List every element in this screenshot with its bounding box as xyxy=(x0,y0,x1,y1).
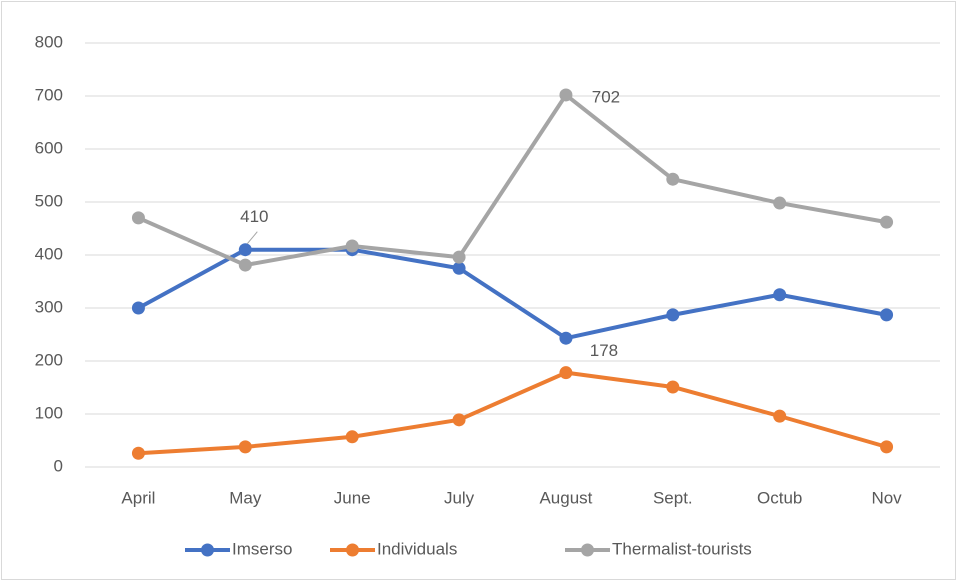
point-marker xyxy=(452,261,466,275)
point-marker xyxy=(345,430,359,444)
series-line xyxy=(136,247,889,341)
x-tick-label: June xyxy=(334,488,371,507)
data-label: 702 xyxy=(592,87,620,106)
y-tick-label: 700 xyxy=(35,85,63,104)
legend-label: Individuals xyxy=(377,539,457,558)
y-tick-label: 400 xyxy=(35,244,63,263)
x-tick-label: July xyxy=(444,488,475,507)
point-marker xyxy=(880,308,894,322)
legend-marker xyxy=(346,543,359,557)
point-marker xyxy=(559,88,573,102)
y-tick-label: 600 xyxy=(35,138,63,157)
point-marker xyxy=(131,446,145,460)
x-tick-label: April xyxy=(121,488,155,507)
series-line xyxy=(136,370,889,456)
point-marker xyxy=(559,366,573,380)
legend-marker xyxy=(581,543,594,557)
label-leader xyxy=(246,231,258,245)
series-line xyxy=(136,92,889,268)
point-marker xyxy=(345,239,359,253)
x-tick-label: Nov xyxy=(871,488,902,507)
data-label: 178 xyxy=(590,341,618,360)
x-tick-label: Octub xyxy=(757,488,802,507)
point-marker xyxy=(238,243,252,257)
y-tick-label: 300 xyxy=(35,297,63,316)
legend-label: Thermalist-tourists xyxy=(612,539,752,558)
point-marker xyxy=(666,380,680,394)
point-marker xyxy=(666,308,680,322)
y-tick-label: 200 xyxy=(35,350,63,369)
data-label: 410 xyxy=(240,207,268,226)
point-marker xyxy=(559,331,573,345)
y-tick-label: 800 xyxy=(35,32,63,51)
y-tick-label: 0 xyxy=(54,456,63,475)
point-marker xyxy=(773,288,787,302)
y-tick-label: 500 xyxy=(35,191,63,210)
point-marker xyxy=(238,258,252,272)
point-marker xyxy=(131,211,145,225)
point-marker xyxy=(452,413,466,427)
x-tick-label: May xyxy=(229,488,262,507)
point-marker xyxy=(238,440,252,454)
point-marker xyxy=(131,301,145,315)
legend-marker xyxy=(201,543,214,557)
point-marker xyxy=(452,250,466,264)
x-tick-label: August xyxy=(539,488,592,507)
point-marker xyxy=(773,196,787,210)
point-marker xyxy=(880,440,894,454)
y-tick-label: 100 xyxy=(35,403,63,422)
point-marker xyxy=(880,215,894,229)
x-tick-label: Sept. xyxy=(653,488,693,507)
point-marker xyxy=(666,172,680,186)
legend-label: Imserso xyxy=(232,539,292,558)
point-marker xyxy=(773,409,787,423)
